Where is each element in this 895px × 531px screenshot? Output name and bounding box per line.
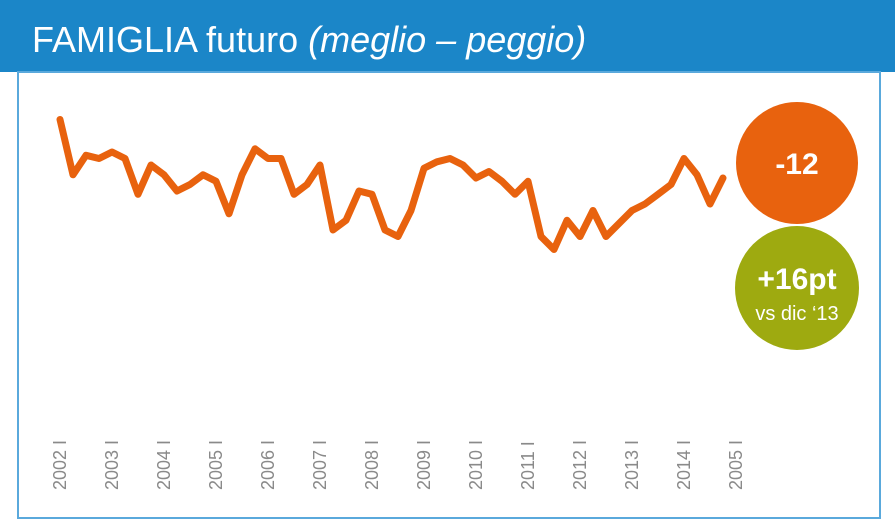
header-bar [0, 0, 895, 72]
change-bubble [735, 226, 859, 350]
title: FAMIGLIA futuro [32, 19, 298, 60]
x-tick-label: 2013 I [622, 440, 642, 490]
chart-title: FAMIGLIA futuro (meglio – peggio) [32, 19, 586, 60]
x-tick-label: 2004 I [154, 440, 174, 490]
x-tick-label: 2005 I [206, 440, 226, 490]
subtitle: (meglio – peggio) [308, 19, 586, 60]
change-label: +16pt [757, 263, 836, 296]
x-tick-label: 2002 I [50, 440, 70, 490]
x-tick-label: 2010 I [466, 440, 486, 490]
line [56, 116, 727, 253]
x-tick-label: 2012 I [570, 440, 590, 490]
x-tick-label: 2014 I [674, 440, 694, 490]
x-tick-label: 2006 I [258, 440, 278, 490]
x-tick-label: 2007 I [310, 440, 330, 490]
x-tick-label: 2008 I [362, 440, 382, 490]
x-tick-label: 2005 I [726, 440, 746, 490]
current-bubble [736, 102, 858, 224]
x-tick-label: 2009 I [414, 440, 434, 490]
current-label: -12 [775, 148, 818, 181]
x-tick-label: 2003 I [102, 440, 122, 490]
change-note: vs dic ‘13 [755, 303, 838, 325]
x-tick-label: 2011 I [518, 441, 538, 490]
